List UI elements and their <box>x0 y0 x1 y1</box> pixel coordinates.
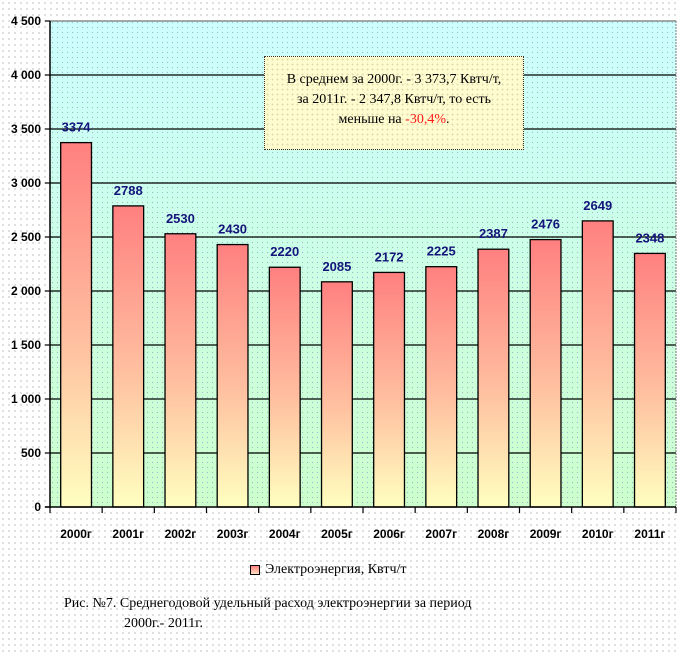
y-tick-label: 4 000 <box>11 68 41 82</box>
x-tick-label: 2011г <box>634 527 665 541</box>
bar-2000г <box>60 141 93 508</box>
annotation-line-3-prefix: меньше на <box>338 112 406 127</box>
bar-2006г <box>373 271 406 508</box>
annotation-line-2: за 2011г. - 2 347,8 Квтч/т, то есть <box>297 92 491 107</box>
summary-annotation: В среднем за 2000г. - 3 373,7 Квтч/т, за… <box>264 56 524 150</box>
x-tick-label: 2001г <box>112 527 144 541</box>
bar-2011г <box>633 252 666 508</box>
caption-line-2: 2000г.- 2011г. <box>124 616 203 631</box>
data-label: 2430 <box>218 222 247 237</box>
y-tick-label: 0 <box>34 500 41 514</box>
x-tick-label: 2002г <box>165 527 197 541</box>
y-tick-label: 1 500 <box>11 338 41 352</box>
x-tick-label: 2006г <box>373 527 405 541</box>
bar-2003г <box>216 243 249 508</box>
x-tick-label: 2007г <box>425 527 457 541</box>
legend: Электроэнергия, Квтч/т <box>250 562 407 578</box>
annotation-line-1: В среднем за 2000г. - 3 373,7 Квтч/т, <box>286 72 502 87</box>
data-label: 2649 <box>583 198 612 213</box>
legend-swatch <box>250 565 260 575</box>
data-label: 2172 <box>375 249 404 264</box>
bar-2008г <box>477 248 510 508</box>
x-tick-label: 2009г <box>530 527 562 541</box>
y-tick-label: 1 000 <box>11 392 41 406</box>
x-tick-label: 2005г <box>321 527 353 541</box>
data-label: 2530 <box>166 211 195 226</box>
data-label: 2225 <box>427 244 456 259</box>
bar-2010г <box>581 220 614 508</box>
annotation-line-3-suffix: . <box>445 112 450 127</box>
bar-2005г <box>320 281 353 508</box>
data-label: 2476 <box>531 217 560 232</box>
bar-2001г <box>112 205 145 508</box>
x-tick-label: 2004г <box>269 527 301 541</box>
x-tick-label: 2008г <box>478 527 510 541</box>
data-label: 2348 <box>635 230 664 245</box>
data-label: 3374 <box>62 120 92 135</box>
data-label: 2788 <box>114 183 143 198</box>
legend-label: Электроэнергия, Квтч/т <box>265 562 407 577</box>
data-label: 2085 <box>322 259 351 274</box>
data-label: 2220 <box>270 244 299 259</box>
bar-2004г <box>268 266 301 508</box>
x-tick-label: 2010г <box>582 527 614 541</box>
y-tick-label: 3 000 <box>11 176 41 190</box>
y-tick-label: 2 500 <box>11 230 41 244</box>
bar-2009г <box>529 238 562 508</box>
y-tick-label: 4 500 <box>11 14 41 28</box>
y-tick-label: 2 000 <box>11 284 41 298</box>
x-tick-label: 2003г <box>217 527 249 541</box>
caption-line-1: Рис. №7. Среднегодовой удельный расход э… <box>64 596 472 611</box>
figure-caption: Рис. №7. Среднегодовой удельный расход э… <box>64 594 471 634</box>
annotation-line-3: меньше на -30,4%. <box>265 110 523 130</box>
bar-2002г <box>164 233 197 508</box>
bar-2007г <box>425 266 458 508</box>
data-label: 2387 <box>479 226 508 241</box>
x-tick-label: 2000г <box>60 527 92 541</box>
annotation-percent-change: -30,4% <box>405 112 446 127</box>
y-tick-label: 3 500 <box>11 122 41 136</box>
y-tick-label: 500 <box>21 446 41 460</box>
